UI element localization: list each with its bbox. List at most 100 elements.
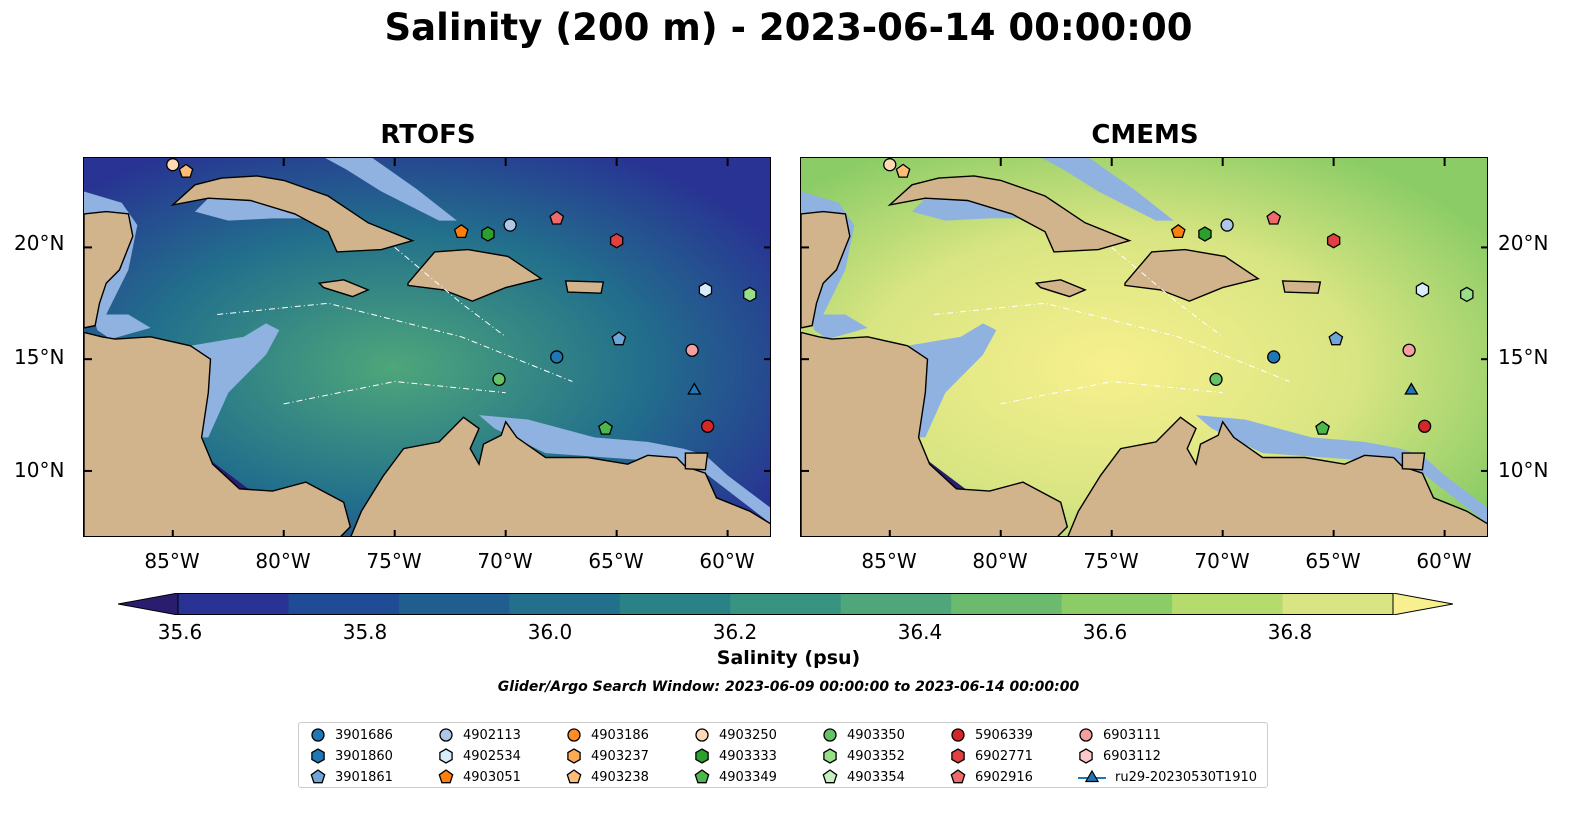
legend-item-4902113: 4902113	[437, 725, 521, 745]
lon-label-left-70w: 70°W	[477, 549, 533, 573]
float-marker-3901686	[550, 350, 564, 364]
float-marker-4903238	[178, 163, 194, 178]
colorbar-segment	[288, 593, 400, 615]
legend-marker	[311, 748, 325, 764]
shelf-venezuela	[479, 415, 770, 524]
legend-marker	[311, 728, 325, 742]
legend-label: 4903354	[847, 769, 905, 785]
legend-marker	[951, 728, 965, 742]
legend-marker	[695, 748, 709, 764]
float-marker-4902113	[503, 218, 517, 232]
panel-title-cmems: CMEMS	[1091, 120, 1199, 150]
colorbar-tick-36-8: 36.8	[1267, 620, 1313, 644]
land-puerto-rico	[1281, 280, 1322, 294]
map-panel-cmems[interactable]	[800, 157, 1488, 537]
legend-item-4902534: 4902534	[437, 746, 521, 766]
float-legend: 3901686 3901860 3901861 4902113 4902534 49030…	[298, 722, 1268, 788]
float-marker-3901686	[1267, 350, 1281, 364]
colorbar-segment	[1172, 593, 1284, 615]
circle-marker-icon	[567, 728, 581, 742]
float-marker-4903238	[895, 163, 911, 178]
colorbar-extend-high	[1392, 593, 1453, 615]
hexagon-marker-icon	[951, 748, 965, 764]
lon-label-right-75w: 75°W	[1083, 549, 1139, 573]
legend-label: ru29-20230530T1910	[1115, 769, 1258, 785]
boundary-line	[283, 380, 506, 405]
pentagon-marker-icon	[950, 769, 966, 784]
circle-marker-icon	[1079, 728, 1093, 742]
lat-label-right-20n: 20°N	[1498, 231, 1549, 255]
float-marker-4903250	[166, 158, 180, 172]
land-trinidad	[684, 452, 709, 471]
boundary-line	[217, 302, 573, 382]
figure-title: Salinity (200 m) - 2023-06-14 00:00:00	[384, 6, 1193, 49]
float-marker-4902113	[1220, 218, 1234, 232]
pentagon-marker-icon	[438, 769, 454, 784]
legend-label: 6902916	[975, 769, 1033, 785]
legend-marker	[695, 728, 709, 742]
legend-label: 4903238	[591, 769, 649, 785]
legend-item-6902916: 6902916	[949, 767, 1033, 787]
pentagon-marker-icon	[694, 769, 710, 784]
float-marker-4903333	[1198, 226, 1212, 242]
float-marker-4903352	[743, 286, 757, 303]
legend-item-4903354: 4903354	[821, 767, 905, 787]
land-cuba	[170, 175, 415, 253]
float-marker-4903349	[1315, 420, 1330, 435]
legend-item-3901686: 3901686	[309, 725, 393, 745]
float-marker-4903352	[1460, 286, 1474, 303]
float-marker-4903349	[598, 420, 613, 435]
map-panel-rtofs[interactable]	[83, 157, 771, 537]
legend-item-4903186: 4903186	[565, 725, 649, 745]
float-marker-4903051	[453, 223, 469, 239]
boundary-line	[394, 247, 507, 338]
colorbar-segment	[1282, 593, 1394, 615]
float-marker-3901861	[611, 331, 627, 346]
legend-label: 4902113	[463, 727, 521, 743]
colorbar-segment	[840, 593, 952, 615]
shelf-gulf-honduras	[809, 314, 868, 340]
legend-marker	[439, 728, 453, 742]
float-marker-4903333	[481, 226, 495, 242]
land-hispaniola	[407, 248, 543, 302]
hexagon-marker-icon	[439, 748, 453, 764]
colorbar-tick-35-6: 35.6	[157, 620, 203, 644]
colorbar-segment	[1061, 593, 1173, 615]
legend-item-6902771: 6902771	[949, 746, 1033, 766]
float-marker-6902916	[1266, 210, 1282, 225]
legend-marker	[951, 748, 965, 764]
land-trinidad	[1401, 452, 1426, 471]
float-marker-6902771	[1326, 232, 1341, 249]
legend-marker	[567, 748, 581, 764]
legend-item-4903352: 4903352	[821, 746, 905, 766]
legend-label: 4903350	[847, 727, 905, 743]
legend-marker	[439, 748, 453, 764]
legend-item-4903237: 4903237	[565, 746, 649, 766]
float-marker-4903051	[1170, 223, 1186, 239]
legend-item-6903112: 6903112	[1077, 746, 1161, 766]
circle-marker-icon	[439, 728, 453, 742]
land-hispaniola	[1124, 248, 1260, 302]
legend-item-4903350: 4903350	[821, 725, 905, 745]
lat-label-left-15n: 15°N	[14, 345, 65, 369]
legend-label: 6903111	[1103, 727, 1161, 743]
legend-item-4903238: 4903238	[565, 767, 649, 787]
colorbar-segment	[619, 593, 731, 615]
legend-marker	[822, 769, 838, 784]
legend-marker	[567, 728, 581, 742]
legend-marker	[694, 769, 710, 784]
legend-marker	[566, 769, 582, 784]
legend-label: 6903112	[1103, 748, 1161, 764]
float-marker-4903350	[1209, 372, 1223, 386]
legend-item-6903111: 6903111	[1077, 725, 1161, 745]
lon-label-left-75w: 75°W	[366, 549, 422, 573]
legend-item-3901861: 3901861	[309, 767, 393, 787]
float-marker-4902534	[1415, 282, 1430, 298]
float-marker-6902771	[609, 232, 624, 249]
legend-label: 4902534	[463, 748, 521, 764]
colorbar-tick-36-6: 36.6	[1082, 620, 1128, 644]
boundary-line	[1111, 247, 1224, 338]
float-marker-ru29-20230530T1910	[687, 382, 702, 395]
triangle-line-marker-icon	[1078, 769, 1106, 783]
land-central-america	[84, 331, 352, 536]
